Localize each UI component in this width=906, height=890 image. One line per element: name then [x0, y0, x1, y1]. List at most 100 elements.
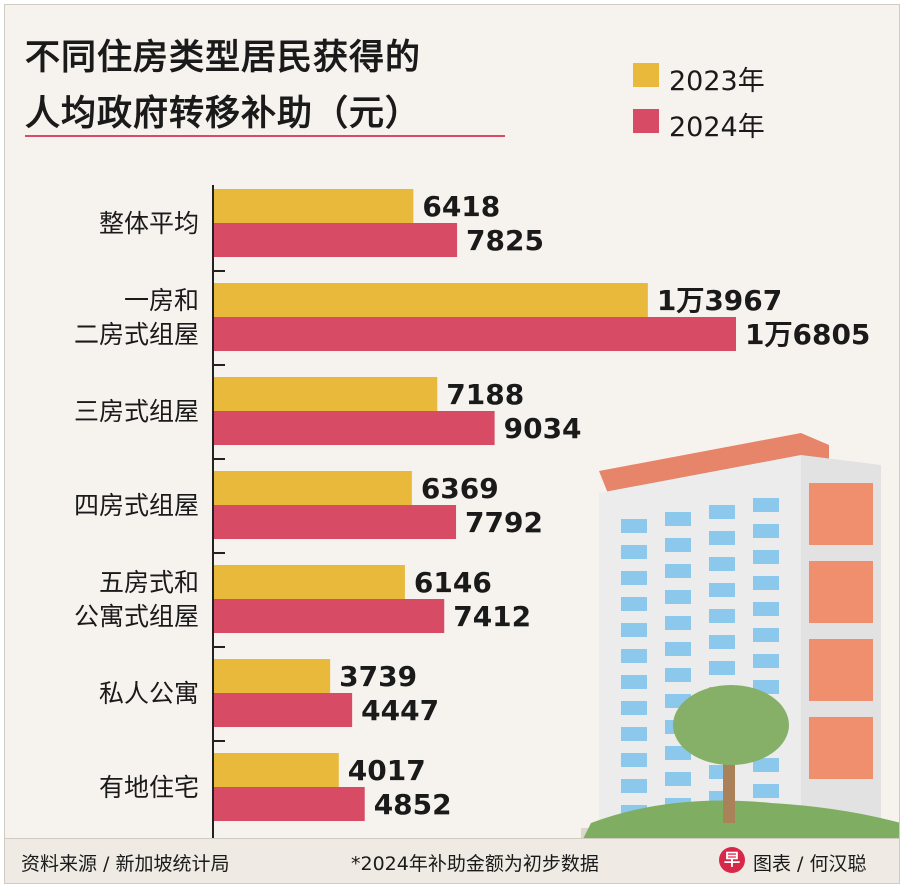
- window: [753, 758, 779, 772]
- data-label: 6146: [414, 566, 492, 599]
- window: [753, 576, 779, 590]
- data-label: 1万3967: [657, 284, 782, 317]
- window: [621, 597, 647, 611]
- bar-2023: [214, 471, 412, 505]
- window: [753, 784, 779, 798]
- bar-2023: [214, 283, 648, 317]
- bar-2023: [214, 753, 339, 787]
- balcony-panel: [809, 483, 873, 545]
- window: [665, 772, 691, 786]
- data-label: 4017: [348, 754, 426, 787]
- bar-2023: [214, 377, 438, 411]
- window: [665, 590, 691, 604]
- window: [709, 531, 735, 545]
- category-label-line: 有地住宅: [99, 773, 199, 802]
- window: [709, 635, 735, 649]
- legend-label-2023: 2023年: [669, 66, 765, 97]
- data-label: 7188: [446, 378, 524, 411]
- window: [665, 564, 691, 578]
- window: [753, 654, 779, 668]
- data-label: 3739: [339, 660, 417, 693]
- window: [665, 538, 691, 552]
- legend-label-2024: 2024年: [669, 112, 765, 143]
- window: [621, 545, 647, 559]
- category-label-line: 整体平均: [99, 209, 199, 238]
- category-label-line: 二房式组屋: [74, 320, 199, 349]
- window: [753, 628, 779, 642]
- category-label-line: 私人公寓: [99, 679, 199, 708]
- category-label-line: 三房式组屋: [74, 397, 199, 426]
- bar-2024: [214, 505, 457, 539]
- category-label: 私人公寓: [99, 679, 199, 708]
- window: [709, 583, 735, 597]
- category-label: 三房式组屋: [74, 397, 199, 426]
- window: [621, 649, 647, 663]
- tree-canopy: [673, 685, 789, 765]
- bar-2024: [214, 223, 458, 257]
- data-label: 6369: [421, 472, 499, 505]
- window: [665, 746, 691, 760]
- footer: 资料来源 / 新加坡统计局 *2024年补助金额为初步数据 早 图表 / 何汉聪: [5, 838, 899, 883]
- window: [621, 701, 647, 715]
- category-label: 五房式和公寓式组屋: [74, 568, 199, 631]
- window: [621, 571, 647, 585]
- window: [621, 779, 647, 793]
- window: [753, 550, 779, 564]
- window: [665, 642, 691, 656]
- balcony-panel: [809, 561, 873, 623]
- chart-title-line-2: 人均政府转移补助（元）: [25, 94, 422, 134]
- title-underline: [25, 135, 505, 137]
- window: [753, 524, 779, 538]
- data-label: 7412: [453, 600, 531, 633]
- zaobao-logo-icon: 早: [719, 847, 745, 873]
- category-label-line: 公寓式组屋: [74, 602, 199, 631]
- window: [665, 668, 691, 682]
- window: [621, 675, 647, 689]
- window: [709, 661, 735, 675]
- credit-text: 图表 / 何汉聪: [753, 853, 867, 875]
- category-label: 四房式组屋: [74, 491, 199, 520]
- window: [753, 602, 779, 616]
- building-panels: [809, 483, 873, 779]
- bar-2024: [214, 693, 353, 727]
- window: [621, 519, 647, 533]
- category-label: 一房和二房式组屋: [74, 286, 199, 349]
- data-label: 4447: [361, 694, 439, 727]
- window: [709, 609, 735, 623]
- data-label: 6418: [422, 190, 500, 223]
- chart-card: 不同住房类型居民获得的 人均政府转移补助（元） 2023年 2024年 整体平均…: [4, 4, 900, 884]
- footnote-text: *2024年补助金额为初步数据: [351, 853, 599, 875]
- bar-2024: [214, 787, 365, 821]
- data-label: 7825: [466, 224, 544, 257]
- grass: [581, 800, 899, 843]
- bar-2024: [214, 599, 445, 633]
- category-label-line: 四房式组屋: [74, 491, 199, 520]
- window: [665, 616, 691, 630]
- window: [621, 753, 647, 767]
- data-label: 4852: [374, 788, 452, 821]
- bar-2023: [214, 565, 405, 599]
- data-label: 9034: [504, 412, 582, 445]
- window: [621, 623, 647, 637]
- window: [665, 512, 691, 526]
- window: [621, 727, 647, 741]
- category-label: 整体平均: [99, 209, 199, 238]
- balcony-panel: [809, 639, 873, 701]
- legend-swatch-2024: [633, 109, 659, 133]
- source-text: 资料来源 / 新加坡统计局: [21, 853, 230, 875]
- window: [753, 498, 779, 512]
- bar-2023: [214, 659, 331, 693]
- balcony-panel: [809, 717, 873, 779]
- bar-2024: [214, 317, 736, 351]
- chart-title-line-1: 不同住房类型居民获得的: [25, 38, 422, 78]
- window: [709, 557, 735, 571]
- data-label: 7792: [465, 506, 543, 539]
- category-label-line: 五房式和: [99, 568, 199, 597]
- category-label: 有地住宅: [99, 773, 199, 802]
- building-illustration: [581, 433, 899, 843]
- bar-2023: [214, 189, 414, 223]
- data-label: 1万6805: [745, 318, 870, 351]
- category-label-line: 一房和: [124, 286, 199, 315]
- legend-swatch-2023: [633, 63, 659, 87]
